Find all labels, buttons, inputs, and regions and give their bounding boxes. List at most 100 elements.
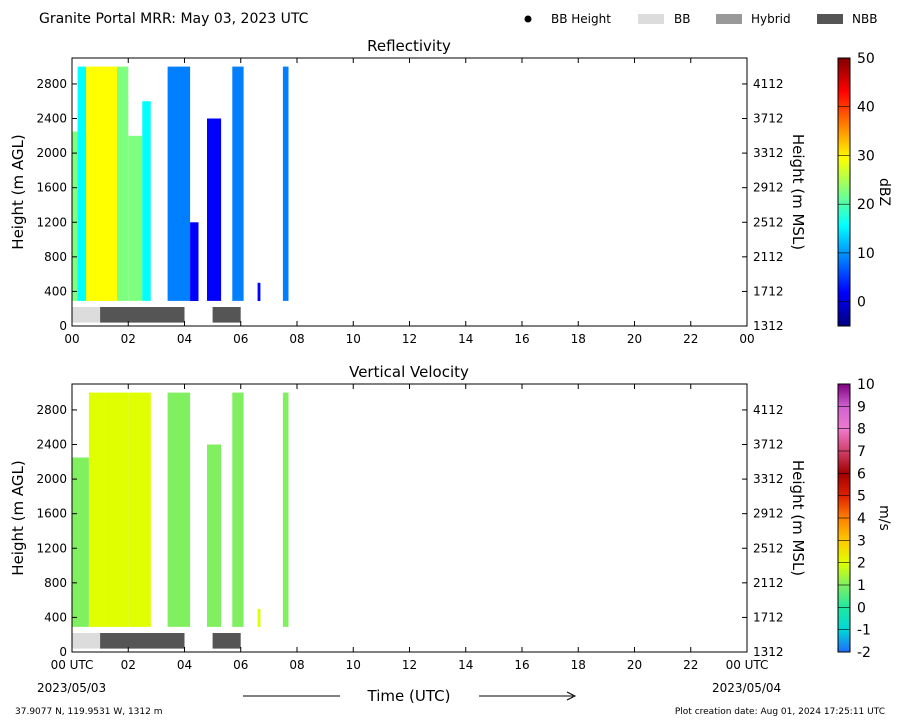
legend-label-bb-height: BB Height	[551, 12, 611, 26]
reflectivity-x-tick-label: 04	[177, 332, 192, 346]
vertical-velocity-colorbar-tick-label: 2	[857, 556, 866, 572]
reflectivity-x-tick-label: 00	[64, 332, 79, 346]
reflectivity-x-tick-label: 08	[289, 332, 304, 346]
vertical-velocity-colorbar-tick-label: 7	[857, 444, 866, 460]
reflectivity-y-tick-label: 2400	[36, 112, 67, 126]
vertical-velocity-x-tick-label: 18	[571, 658, 586, 672]
reflectivity-y-right-tick-label: 1712	[753, 284, 784, 298]
vertical-velocity-colorbar-tick-label: 4	[857, 511, 866, 527]
vertical-velocity-colorbar-tick-label: -2	[857, 645, 871, 661]
vertical-velocity-rain-segment	[167, 392, 191, 627]
vertical-velocity-x-tick-label: 06	[233, 658, 248, 672]
legend-marker-bb-height	[524, 15, 532, 23]
reflectivity-x-tick-label: 14	[458, 332, 473, 346]
reflectivity-rain-segment	[86, 66, 98, 301]
vertical-velocity-x-axis: 00 UTC 02 04 06 08 10 12 14 16 18 20 22 00 UTC	[51, 384, 769, 672]
reflectivity-rain-segment	[77, 66, 86, 301]
vertical-velocity-colorbar-tick-label: 6	[857, 466, 866, 482]
legend-label-bb: BB	[674, 12, 690, 26]
location-info: 37.9077 N, 119.9531 W, 1312 m	[15, 707, 163, 717]
reflectivity-x-tick-label: 06	[233, 332, 248, 346]
reflectivity-y-tick-label: 400	[44, 284, 67, 298]
vertical-velocity-colorbar-label: m/s	[876, 505, 892, 531]
vertical-velocity-y-tick-label: 1200	[36, 541, 67, 555]
vertical-velocity-colorbar-tick-label: -1	[857, 623, 871, 639]
vertical-velocity-colorbar-ticks: -2 -1 0 1 2 3 4 5 6 7 8 9 10	[838, 377, 875, 661]
legend: BB Height BB Hybrid NBB	[524, 12, 877, 26]
vertical-velocity-x-tick-label: 20	[627, 658, 642, 672]
reflectivity-y-right-tick-label: 1312	[753, 319, 784, 333]
legend-swatch-hybrid	[716, 14, 742, 24]
vertical-velocity-x-tick-label: 14	[458, 658, 473, 672]
reflectivity-rain-segment	[207, 118, 222, 301]
vertical-velocity-plot-area	[72, 392, 289, 649]
reflectivity-y-tick-label: 1600	[36, 181, 67, 195]
vertical-velocity-y-axis: 0 400 800 1200 1600 2000 2400 2800	[36, 403, 77, 659]
vertical-velocity-colorbar-tick-label: 0	[857, 600, 866, 616]
reflectivity-rain-segment	[128, 135, 143, 301]
time-axis-label: Time (UTC)	[367, 687, 451, 705]
vertical-velocity-panel: Vertical Velocity Height (m AGL) Height …	[9, 363, 892, 672]
vertical-velocity-y-tick-label: 1600	[36, 507, 67, 521]
vertical-velocity-melting-layer-bb	[72, 633, 101, 649]
vertical-velocity-title: Vertical Velocity	[349, 363, 469, 381]
reflectivity-rain-segment	[190, 222, 199, 301]
reflectivity-colorbar-tick-label: 30	[857, 148, 875, 164]
vertical-velocity-y-right-tick-label: 1712	[753, 610, 784, 624]
reflectivity-x-tick-label: 18	[571, 332, 586, 346]
reflectivity-y-tick-label: 2000	[36, 146, 67, 160]
vertical-velocity-y-tick-label: 2800	[36, 403, 67, 417]
vertical-velocity-rain-segment	[72, 457, 89, 627]
vertical-velocity-colorbar-tick-label: 10	[857, 377, 875, 393]
vertical-velocity-y-tick-label: 0	[59, 645, 67, 659]
reflectivity-y-right-tick-label: 2912	[753, 181, 784, 195]
vertical-velocity-colorbar-tick-label: 5	[857, 489, 866, 505]
reflectivity-x-tick-label: 00	[739, 332, 754, 346]
reflectivity-rain-segment	[282, 66, 289, 301]
reflectivity-melting-layer-nbb	[212, 307, 241, 323]
reflectivity-colorbar-tick-label: 10	[857, 246, 875, 262]
vertical-velocity-y-right-tick-label: 2912	[753, 507, 784, 521]
vertical-velocity-y-right-tick-label: 3712	[753, 438, 784, 452]
reflectivity-colorbar-tick-label: 0	[857, 295, 866, 311]
reflectivity-rain-segment	[142, 101, 151, 301]
end-date: 2023/05/04	[712, 681, 781, 695]
vertical-velocity-y-axis-right: 1312 1712 2112 2512 2912 3312 3712 4112	[742, 403, 784, 659]
reflectivity-y-tick-label: 2800	[36, 77, 67, 91]
vertical-velocity-y-tick-label: 800	[44, 576, 67, 590]
legend-swatch-nbb	[817, 14, 843, 24]
vertical-velocity-y-right-tick-label: 2112	[753, 576, 784, 590]
vertical-velocity-colorbar-tick-label: 1	[857, 578, 866, 594]
vertical-velocity-x-tick-label: 00 UTC	[726, 658, 769, 672]
legend-label-nbb: NBB	[852, 12, 877, 26]
vertical-velocity-y-right-tick-label: 4112	[753, 403, 784, 417]
vertical-velocity-x-tick-label: 12	[402, 658, 417, 672]
reflectivity-x-tick-label: 16	[514, 332, 529, 346]
vertical-velocity-y-label-right: Height (m MSL)	[789, 460, 807, 576]
reflectivity-x-axis: 00 02 04 06 08 10 12 14 16 18 20 22 00	[64, 58, 755, 346]
vertical-velocity-rain-segment	[257, 608, 261, 627]
reflectivity-y-tick-label: 0	[59, 319, 67, 333]
reflectivity-y-axis: 0 400 800 1200 1600 2000 2400 2800	[36, 77, 77, 333]
reflectivity-x-tick-label: 02	[121, 332, 136, 346]
reflectivity-rain-segment	[97, 66, 117, 301]
reflectivity-y-right-tick-label: 3312	[753, 146, 784, 160]
figure-title: Granite Portal MRR: May 03, 2023 UTC	[39, 11, 309, 27]
vertical-velocity-colorbar-tick-label: 3	[857, 533, 866, 549]
reflectivity-plot-area	[72, 66, 289, 323]
legend-label-hybrid: Hybrid	[751, 12, 791, 26]
vertical-velocity-rain-segment	[128, 392, 151, 627]
reflectivity-y-right-tick-label: 4112	[753, 77, 784, 91]
reflectivity-x-tick-label: 10	[346, 332, 361, 346]
reflectivity-rain-segment	[117, 66, 129, 301]
reflectivity-rain-segment	[232, 66, 244, 301]
reflectivity-rain-segment	[167, 66, 191, 301]
vertical-velocity-y-tick-label: 2400	[36, 438, 67, 452]
reflectivity-y-right-tick-label: 3712	[753, 112, 784, 126]
reflectivity-melting-layer-bb	[72, 307, 101, 323]
reflectivity-colorbar-tick-label: 50	[857, 51, 875, 67]
legend-swatch-bb	[638, 14, 664, 24]
reflectivity-melting-layer-nbb	[100, 307, 185, 323]
vertical-velocity-y-right-tick-label: 2512	[753, 541, 784, 555]
